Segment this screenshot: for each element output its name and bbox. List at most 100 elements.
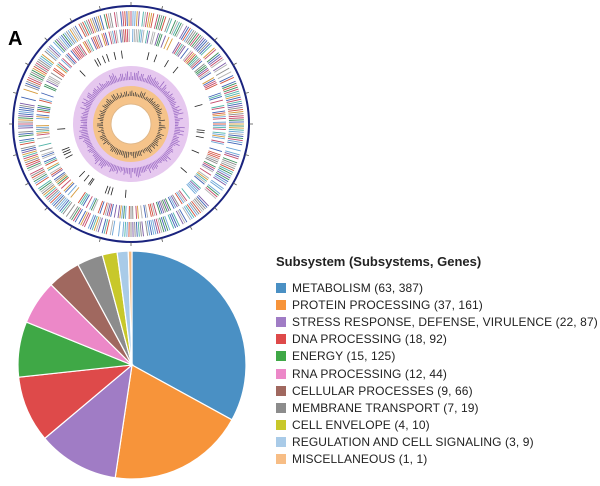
reverse-feature (209, 95, 223, 101)
reverse-feature (58, 61, 69, 72)
forward-feature (207, 53, 221, 64)
forward-feature (164, 215, 171, 231)
forward-feature (183, 206, 193, 220)
gc-content-bar (116, 166, 120, 174)
reverse-feature (187, 55, 198, 66)
reverse-feature (212, 114, 226, 117)
gc-skew-bar (100, 116, 104, 119)
gc-content-bar (169, 100, 175, 104)
gc-skew-bar (151, 142, 156, 147)
forward-feature (51, 193, 63, 205)
gc-content-bar (80, 107, 90, 111)
legend-label: RNA PROCESSING (12, 44) (292, 366, 448, 381)
forward-feature (198, 41, 209, 54)
gc-content-bar (166, 93, 173, 99)
coordinate-tick (13, 92, 18, 94)
gc-skew-bar (157, 131, 161, 133)
reverse-feature (140, 205, 143, 219)
forward-feature (18, 132, 34, 135)
forward-feature (225, 94, 241, 100)
gc-content-bar (168, 145, 173, 149)
forward-feature (134, 221, 136, 237)
reverse-feature (97, 34, 104, 48)
forward-feature (228, 117, 244, 120)
gc-content-bar (83, 111, 89, 114)
forward-feature (24, 157, 40, 164)
gc-content-bar (174, 126, 185, 129)
gc-skew-bar (109, 99, 113, 104)
forward-feature (34, 175, 48, 184)
gc-content-bar (172, 138, 180, 143)
legend-swatch (276, 282, 286, 293)
legend-label: PROTEIN PROCESSING (37, 161) (292, 297, 483, 312)
reverse-feature (196, 66, 208, 75)
forward-feature (26, 80, 41, 88)
forward-feature (80, 22, 88, 37)
gc-content-bar (82, 128, 88, 130)
gc-content-bar (141, 73, 144, 82)
gc-content-bar (84, 110, 89, 113)
reverse-feature (211, 106, 225, 111)
gc-content-bar (79, 135, 89, 140)
gc-content-bar (81, 132, 89, 135)
reverse-feature (110, 203, 114, 217)
forward-feature (135, 11, 138, 27)
gc-skew-bar (158, 129, 161, 132)
gc-skew-bar (112, 94, 117, 101)
gc-content-bar (103, 83, 107, 88)
forward-feature (220, 162, 235, 170)
gc-content-bar (126, 71, 129, 81)
forward-feature (174, 22, 182, 37)
reverse-feature (211, 105, 225, 109)
reverse-feature (212, 116, 226, 119)
forward-feature (206, 185, 219, 196)
reverse-feature (70, 187, 80, 198)
forward-feature (160, 217, 167, 232)
gc-content-bar (173, 109, 182, 113)
reverse-feature (144, 30, 149, 44)
forward-feature (159, 217, 165, 233)
forward-feature (167, 214, 175, 229)
reverse-feature (51, 169, 64, 178)
forward-feature (62, 33, 73, 47)
forward-feature (31, 69, 46, 78)
legend-swatch (276, 420, 286, 431)
forward-feature (69, 28, 79, 42)
reverse-feature (119, 29, 122, 43)
reverse-feature (92, 36, 99, 50)
legend-label: DNA PROCESSING (18, 92) (292, 332, 448, 347)
gc-content-bar (100, 87, 104, 91)
legend-item: PROTEIN PROCESSING (37, 161) (276, 296, 596, 313)
gc-skew-bar (154, 138, 159, 142)
forward-feature (227, 104, 243, 109)
forward-feature (144, 220, 149, 236)
reverse-feature (36, 128, 50, 131)
gc-content-bar (135, 72, 137, 81)
gc-skew-bar (142, 149, 145, 154)
reverse-feature (82, 194, 90, 207)
reverse-feature (199, 167, 212, 176)
reverse-feature (43, 85, 57, 92)
forward-feature (18, 113, 34, 116)
reverse-feature (152, 202, 158, 216)
gc-content-bar (85, 101, 92, 106)
forward-feature (33, 65, 47, 75)
reverse-feature (206, 154, 219, 161)
forward-feature (213, 62, 227, 72)
reverse-feature (201, 165, 214, 173)
forward-feature (150, 219, 155, 235)
gc-content-bar (85, 107, 90, 110)
reverse-feature (174, 43, 183, 56)
reverse-feature (104, 202, 110, 216)
gc-content-bar (168, 98, 175, 103)
forward-feature (85, 20, 93, 35)
legend-item: MISCELLANEOUS (1, 1) (276, 451, 596, 468)
reverse-feature (188, 56, 199, 67)
reverse-feature (47, 78, 59, 86)
gc-content-bar (166, 149, 171, 154)
reverse-feature (106, 203, 111, 217)
gc-skew-bar (150, 101, 154, 105)
gc-skew-bar (155, 137, 159, 140)
gc-skew-bar (125, 151, 128, 159)
